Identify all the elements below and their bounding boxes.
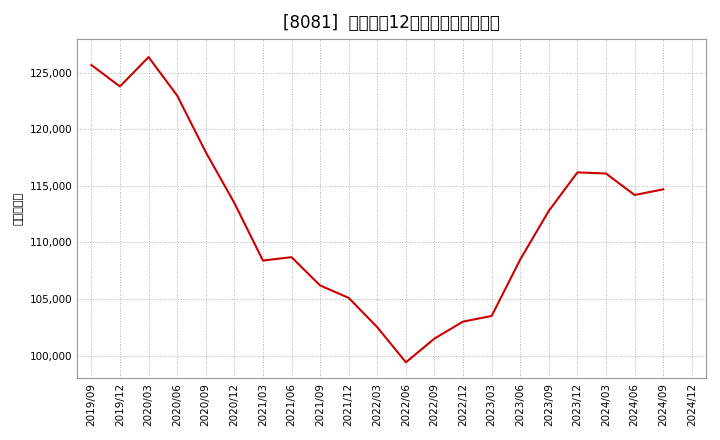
Title: [8081]  売上高の12か月移動合計の推移: [8081] 売上高の12か月移動合計の推移	[283, 14, 500, 32]
Y-axis label: （百万円）: （百万円）	[14, 192, 24, 225]
